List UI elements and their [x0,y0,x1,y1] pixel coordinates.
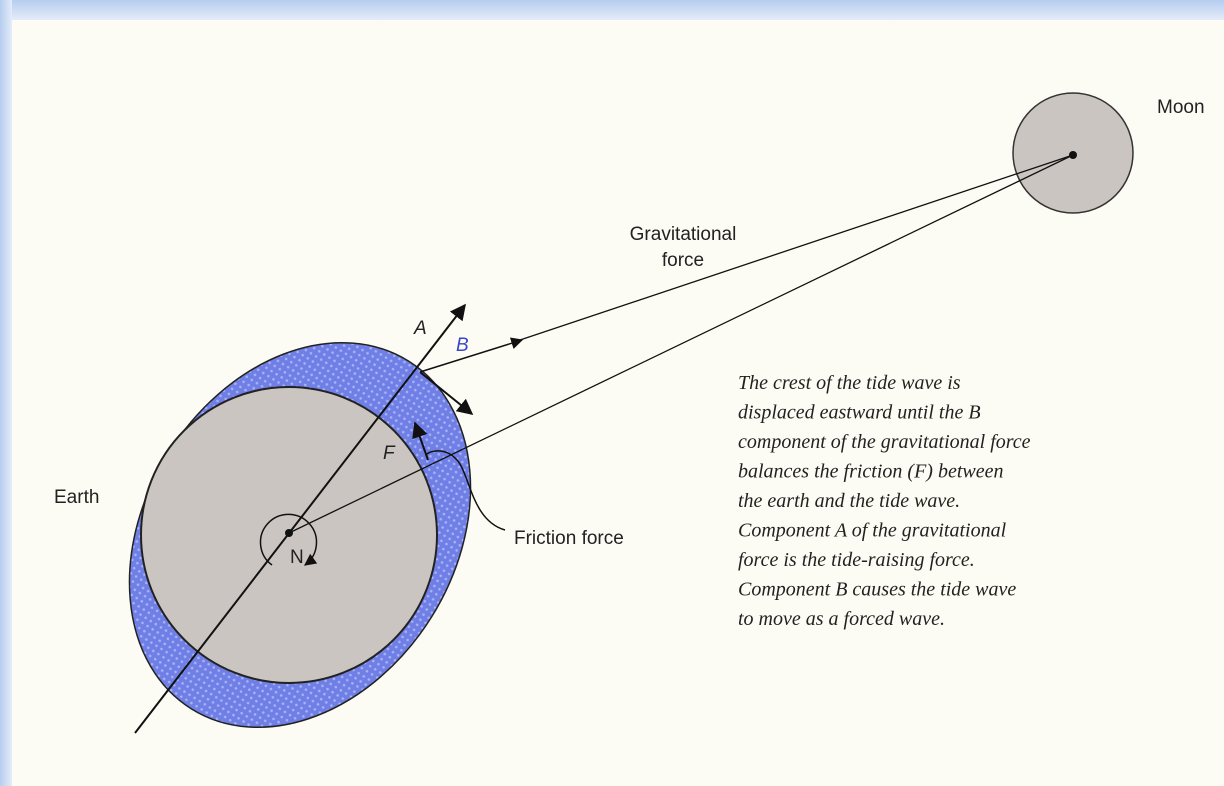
rotation-arrow [259,513,318,566]
axis-a [134,303,466,734]
caption-line: the earth and the tide wave. [738,490,960,512]
arrow-b [419,337,524,373]
caption-line: displaced eastward until the B [738,402,981,424]
label-b: B [456,335,469,356]
top-border [0,0,1224,20]
left-border [0,0,12,786]
caption-line: force is the tide-raising force. [738,549,975,571]
caption-line: to move as a forced wave. [738,608,945,630]
label-friction: Friction force [514,528,624,549]
caption-line: component of the gravitational force [738,431,1031,453]
tangent-arrow [419,371,474,416]
arrow-f [412,421,429,461]
gravity-line [519,154,1074,341]
caption-line: Component B causes the tide wave [738,579,1016,601]
label-f: F [383,443,396,464]
caption-line: The crest of the tide wave is [738,372,961,394]
label-n: N [290,547,304,568]
label-a: A [413,318,427,339]
label-force: force [662,250,704,271]
label-moon: Moon [1157,97,1205,118]
label-gravitational: Gravitational [630,224,737,245]
friction-pointer [425,450,506,531]
label-earth: Earth [54,487,99,508]
center-line [288,154,1074,534]
caption-line: balances the friction (F) between [738,461,1003,483]
caption: The crest of the tide wave is displaced e… [738,372,1031,630]
caption-line: Component A of the gravitational [738,520,1007,542]
